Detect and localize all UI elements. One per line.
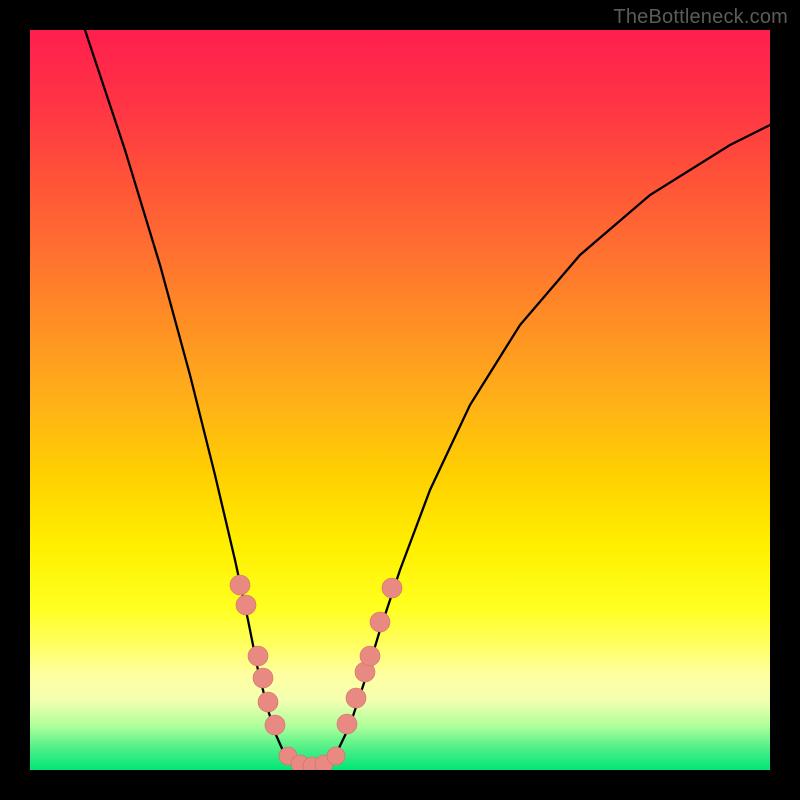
watermark-label: TheBottleneck.com (613, 6, 788, 29)
plot-area (30, 30, 770, 770)
gradient-background (30, 30, 770, 770)
chart-frame: TheBottleneck.com (0, 0, 800, 800)
